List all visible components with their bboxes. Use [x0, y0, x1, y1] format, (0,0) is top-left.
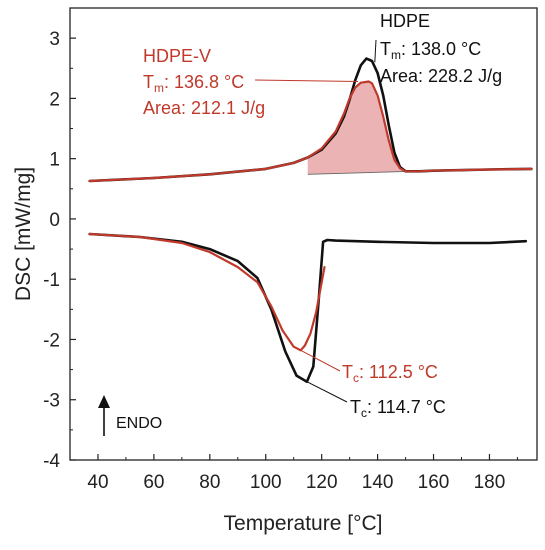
- x-tick-label: 60: [143, 472, 164, 493]
- y-axis-ticks: -4 -3 -2 -1 0 1 2 3: [43, 29, 76, 472]
- hdpev-peak-area: [307, 81, 412, 175]
- hdpe-tm-label: Tm: 138.0 °C: [380, 39, 481, 62]
- hdpev-tm-label: Tm: 136.8 °C: [143, 72, 244, 95]
- x-tick-label: 120: [306, 472, 338, 493]
- y-tick-label: 0: [49, 210, 60, 231]
- hdpev-leader-line: [254, 79, 359, 83]
- tc-hdpe-label: Tc: 114.7 °C: [350, 397, 446, 420]
- x-tick-label: 100: [250, 472, 282, 493]
- y-tick-label: -2: [43, 330, 60, 351]
- x-tick-label: 140: [362, 472, 394, 493]
- x-axis-ticks: 40 60 80 100 120 140 160 180: [87, 454, 518, 493]
- peak-baseline: [307, 170, 412, 175]
- hdpev-name-label: HDPE-V: [143, 46, 211, 66]
- y-axis-title: DSC [mW/mg]: [12, 167, 35, 301]
- x-tick-label: 80: [199, 472, 220, 493]
- y-tick-label: -3: [43, 391, 60, 412]
- y-tick-label: 2: [49, 89, 60, 110]
- y-tick-label: -1: [43, 270, 60, 291]
- hdpev-series-line-cooling: [88, 232, 326, 352]
- peak-area-layer: [307, 81, 412, 175]
- tc-hdpev-label: Tc: 112.5 °C: [342, 362, 438, 385]
- hdpe-area-label: Area: 228.2 J/g: [380, 66, 502, 86]
- hdpev-series-line-heating: [88, 80, 533, 183]
- y-tick-label: -4: [43, 451, 60, 472]
- x-tick-label: 40: [87, 472, 108, 493]
- plot-frame: [69, 7, 538, 461]
- y-tick-label: 1: [49, 150, 60, 171]
- y-tick-label: 3: [49, 29, 60, 50]
- hdpe-name-label: HDPE: [380, 11, 430, 31]
- annotation-leaders: [254, 39, 377, 403]
- x-axis-title: Temperature [°C]: [224, 512, 383, 535]
- hdpe-leader-line: [374, 39, 377, 63]
- x-tick-label: 160: [418, 472, 450, 493]
- x-tick-label: 180: [474, 472, 506, 493]
- endo-label: ENDO: [116, 415, 162, 432]
- tc-hdpe-leader-line: [306, 381, 348, 403]
- endo-arrow-icon: [98, 395, 110, 436]
- tc-hdpev-leader-line: [300, 349, 341, 372]
- hdpev-area-label: Area: 212.1 J/g: [143, 98, 265, 118]
